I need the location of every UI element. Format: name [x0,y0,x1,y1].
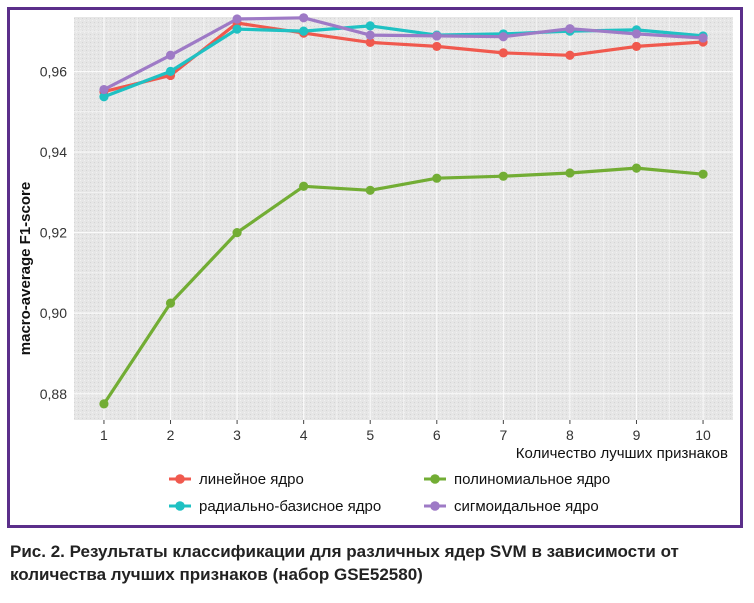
data-point [99,92,109,102]
y-tick-label: 0,88 [40,386,67,402]
legend-item: радиально-базисное ядро [169,498,381,515]
legend-swatch-point [430,474,440,484]
x-tick-label: 10 [695,427,711,443]
data-point [432,41,442,52]
legend-label: сигмоидальное ядро [454,498,599,515]
data-point [299,26,309,36]
data-point [631,163,642,173]
data-point [432,173,442,183]
data-point [565,24,575,34]
data-point [165,66,176,77]
legend-swatch-point [175,474,185,484]
x-axis-title: Количество лучших признаков [516,445,728,462]
figure-frame: 0,88 0,90 0,92 0,94 0,96 1 2 3 4 5 6 7 8 9 10 Количес… [7,7,743,528]
data-point [631,41,642,52]
x-tick-label: 8 [566,427,574,443]
x-tick-label: 3 [233,427,241,443]
y-tick-label: 0,90 [40,305,67,321]
series-line [102,16,705,92]
legend-item: сигмоидальное ядро [424,498,599,515]
x-tick-labels: 1 2 3 4 5 6 7 8 9 10 [100,420,711,443]
legend: линейное ядро радиально-базисное ядро поли… [169,471,610,515]
legend-swatch-point [430,501,440,511]
legend-item: полиномиальное ядро [424,471,610,488]
data-point [99,399,109,409]
data-point [432,31,442,41]
data-point [698,33,708,43]
legend-label: радиально-базисное ядро [199,498,381,515]
data-point [565,168,575,178]
data-point [498,171,508,181]
data-point [299,181,309,191]
data-point [498,48,508,58]
x-tick-label: 2 [167,427,175,443]
x-tick-label: 9 [633,427,641,443]
x-tick-label: 7 [499,427,507,443]
y-tick-label: 0,92 [40,225,67,241]
y-tick-label: 0,94 [40,144,67,160]
figure-caption: Рис. 2. Результаты классификации для раз… [10,542,679,584]
legend-label: линейное ядро [199,471,304,488]
data-point [232,24,242,34]
data-point [365,21,375,31]
legend-item: линейное ядро [169,471,304,488]
data-point [299,13,309,23]
data-point [232,14,242,24]
y-tick-labels: 0,88 0,90 0,92 0,94 0,96 [40,63,67,401]
legend-label: полиномиальное ядро [454,471,610,488]
data-point [165,298,176,308]
data-point [99,84,109,95]
x-tick-label: 1 [100,427,108,443]
data-point [365,30,375,40]
x-tick-label: 4 [300,427,308,443]
data-point [631,29,642,39]
legend-swatch-point [175,501,185,511]
line-chart: 0,88 0,90 0,92 0,94 0,96 1 2 3 4 5 6 7 8 9 10 Количес… [17,13,733,515]
data-point [698,169,708,179]
series-line [102,166,705,406]
data-point [365,37,375,47]
data-point [498,32,508,42]
y-axis-title: macro-average F1-score [17,182,34,355]
data-point [165,50,176,60]
data-point [365,185,375,195]
y-tick-label: 0,96 [40,63,67,79]
x-tick-label: 6 [433,427,441,443]
data-point [565,50,575,60]
x-tick-label: 5 [366,427,374,443]
data-point [232,228,242,238]
series-layer [99,13,708,409]
